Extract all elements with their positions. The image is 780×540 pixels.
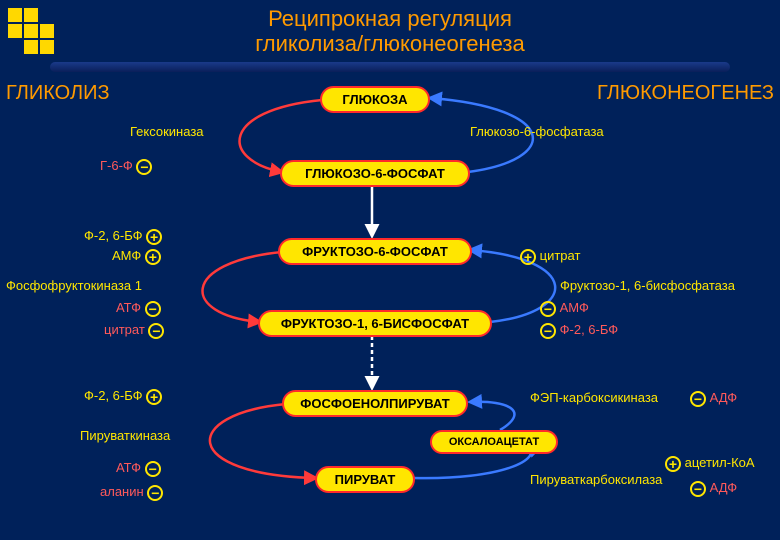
regulator-label: АДФ [710, 480, 738, 495]
plus-icon [665, 456, 681, 472]
node-glucose: ГЛЮКОЗА [320, 86, 430, 113]
minus-icon [136, 159, 152, 175]
enzyme-hexokinase: Гексокиназа [130, 124, 204, 139]
node-pep: ФОСФОЕНОЛПИРУВАТ [282, 390, 468, 417]
plus-icon [146, 229, 162, 245]
regulator-r11: Ф-2, 6-БФ [540, 322, 618, 339]
regulator-r14: АДФ [690, 480, 737, 497]
minus-icon [690, 391, 706, 407]
plus-icon [146, 389, 162, 405]
node-oaa: ОКСАЛОАЦЕТАТ [430, 430, 558, 454]
minus-icon [145, 301, 161, 317]
plus-icon [520, 249, 536, 265]
regulator-label: АМФ [112, 248, 141, 263]
node-f16bp: ФРУКТОЗО-1, 6-БИСФОСФАТ [258, 310, 492, 337]
regulator-r2: Ф-2, 6-БФ [84, 228, 162, 245]
regulator-r13: ацетил-КоА [665, 455, 755, 472]
regulator-r12: АДФ [690, 390, 737, 407]
regulator-label: Ф-2, 6-БФ [560, 322, 619, 337]
title-line2: гликолиза/глюконеогенеза [0, 31, 780, 56]
regulator-r9: цитрат [520, 248, 580, 265]
minus-icon [145, 461, 161, 477]
minus-icon [148, 323, 164, 339]
regulator-r10: АМФ [540, 300, 589, 317]
regulator-label: цитрат [540, 248, 581, 263]
title-line1: Реципрокная регуляция [0, 6, 780, 31]
regulator-label: аланин [100, 484, 144, 499]
node-pyruvate: ПИРУВАТ [315, 466, 415, 493]
regulator-r8: аланин [100, 484, 163, 501]
regulator-label: АТФ [116, 300, 141, 315]
minus-icon [540, 323, 556, 339]
heading-gluconeogenesis: ГЛЮКОНЕОГЕНЕЗ [597, 82, 774, 105]
regulator-r5: цитрат [104, 322, 164, 339]
regulator-r4: АТФ [116, 300, 161, 317]
node-f6p: ФРУКТОЗО-6-ФОСФАТ [278, 238, 472, 265]
regulator-label: ацетил-КоА [685, 455, 755, 470]
title-separator [50, 62, 730, 72]
enzyme-pfk1: Фосфофруктокиназа 1 [6, 278, 142, 293]
minus-icon [147, 485, 163, 501]
enzyme-fbpase: Фруктозо-1, 6-бисфосфатаза [560, 278, 735, 293]
regulator-label: АМФ [560, 300, 589, 315]
plus-icon [145, 249, 161, 265]
enzyme-g6pase: Глюкозо-6-фосфатаза [470, 124, 604, 139]
regulator-label: цитрат [104, 322, 145, 337]
node-g6p: ГЛЮКОЗО-6-ФОСФАТ [280, 160, 470, 187]
regulator-r1: Г-6-Ф [100, 158, 152, 175]
pathway-arrows [0, 0, 780, 540]
regulator-r3: АМФ [112, 248, 161, 265]
regulator-label: Ф-2, 6-БФ [84, 228, 143, 243]
regulator-label: АДФ [710, 390, 738, 405]
minus-icon [540, 301, 556, 317]
regulator-r7: АТФ [116, 460, 161, 477]
regulator-label: АТФ [116, 460, 141, 475]
enzyme-pk: Пируваткиназа [80, 428, 170, 443]
regulator-label: Г-6-Ф [100, 158, 133, 173]
minus-icon [690, 481, 706, 497]
regulator-r6: Ф-2, 6-БФ [84, 388, 162, 405]
heading-glycolysis: ГЛИКОЛИЗ [6, 82, 110, 105]
regulator-label: Ф-2, 6-БФ [84, 388, 143, 403]
enzyme-pc: Пируваткарбоксилаза [530, 472, 662, 487]
page-title: Реципрокная регуляция гликолиза/глюконео… [0, 6, 780, 57]
enzyme-pepck: ФЭП-карбоксикиназа [530, 390, 658, 405]
